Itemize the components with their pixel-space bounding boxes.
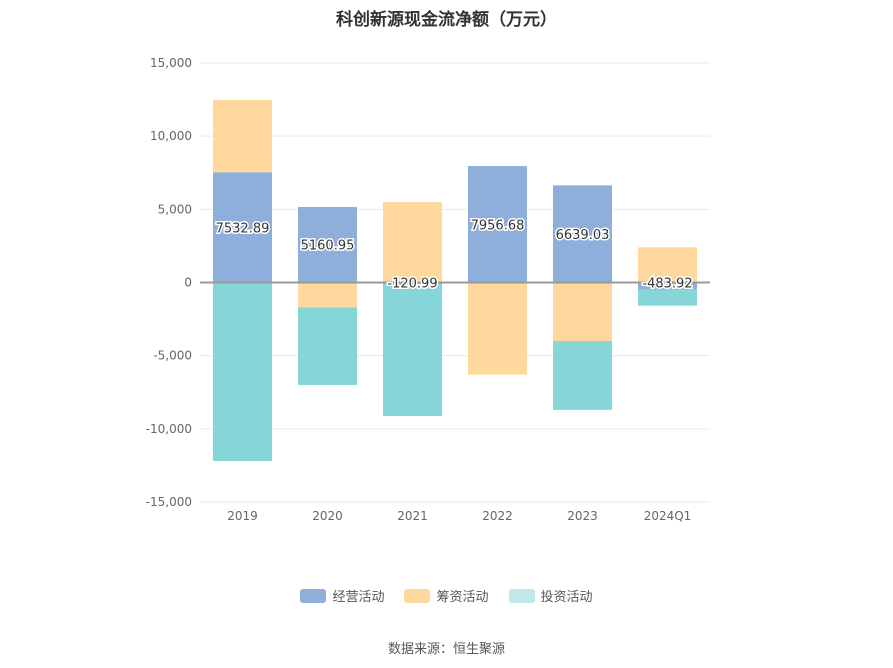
- legend-swatch-financing: [404, 588, 431, 603]
- bar-operating-2020: [298, 206, 357, 283]
- legend-item-operating[interactable]: 经营活动: [300, 586, 384, 605]
- data-label: -483.92: [642, 277, 692, 292]
- x-tick-label: 2023: [567, 509, 598, 523]
- y-tick-label: 10,000: [150, 129, 192, 143]
- y-tick-label: 0: [184, 276, 192, 290]
- y-tick-label: 15,000: [150, 56, 192, 70]
- bar-operating-2019: [213, 172, 272, 283]
- data-label: -120.99: [387, 277, 437, 292]
- bar-financing-2020: [298, 282, 357, 308]
- bar-financing-2019: [213, 99, 272, 173]
- data-label: 6639.03: [556, 228, 610, 243]
- bar-operating-2024Q1: [638, 282, 697, 290]
- x-tick-label: 2024Q1: [644, 509, 692, 523]
- bar-operating-2022: [468, 166, 527, 283]
- x-tick-label: 2021: [397, 509, 428, 523]
- bar-investing-2021: [383, 284, 442, 416]
- legend-item-investing[interactable]: 投资活动: [508, 586, 593, 605]
- bar-financing-2024Q1: [638, 247, 697, 283]
- y-tick-label: -15,000: [146, 495, 192, 509]
- legend: 经营活动 筹资活动 投资活动: [0, 586, 893, 605]
- legend-swatch-operating: [300, 588, 327, 603]
- x-tick-label: 2020: [312, 509, 343, 523]
- bar-investing-2024Q1: [638, 289, 697, 306]
- y-tick-label: 5,000: [158, 202, 192, 216]
- data-label: 7532.89: [216, 221, 270, 236]
- x-tick-label: 2022: [482, 509, 513, 523]
- y-tick-label: -5,000: [153, 349, 192, 363]
- bar-financing-2023: [553, 282, 612, 342]
- data-label: 7956.68: [471, 218, 525, 233]
- legend-label-investing: 投资活动: [540, 590, 593, 605]
- chart-title: 科创新源现金流净额（万元）: [336, 10, 557, 30]
- legend-label-operating: 经营活动: [332, 590, 385, 605]
- legend-item-financing[interactable]: 筹资活动: [404, 586, 489, 605]
- bar-financing-2021: [383, 202, 442, 283]
- data-source: 数据来源：恒生聚源: [387, 642, 505, 657]
- bar-financing-2022: [468, 282, 527, 375]
- x-tick-label: 2019: [227, 509, 258, 523]
- bar-investing-2020: [298, 307, 357, 385]
- legend-label-financing: 筹资活动: [436, 590, 489, 605]
- legend-swatch-investing: [508, 588, 535, 603]
- bar-investing-2023: [553, 341, 612, 410]
- bar-operating-2023: [553, 185, 612, 283]
- data-label: 5160.95: [301, 239, 355, 254]
- y-tick-label: -10,000: [146, 422, 192, 436]
- bar-investing-2019: [213, 282, 272, 462]
